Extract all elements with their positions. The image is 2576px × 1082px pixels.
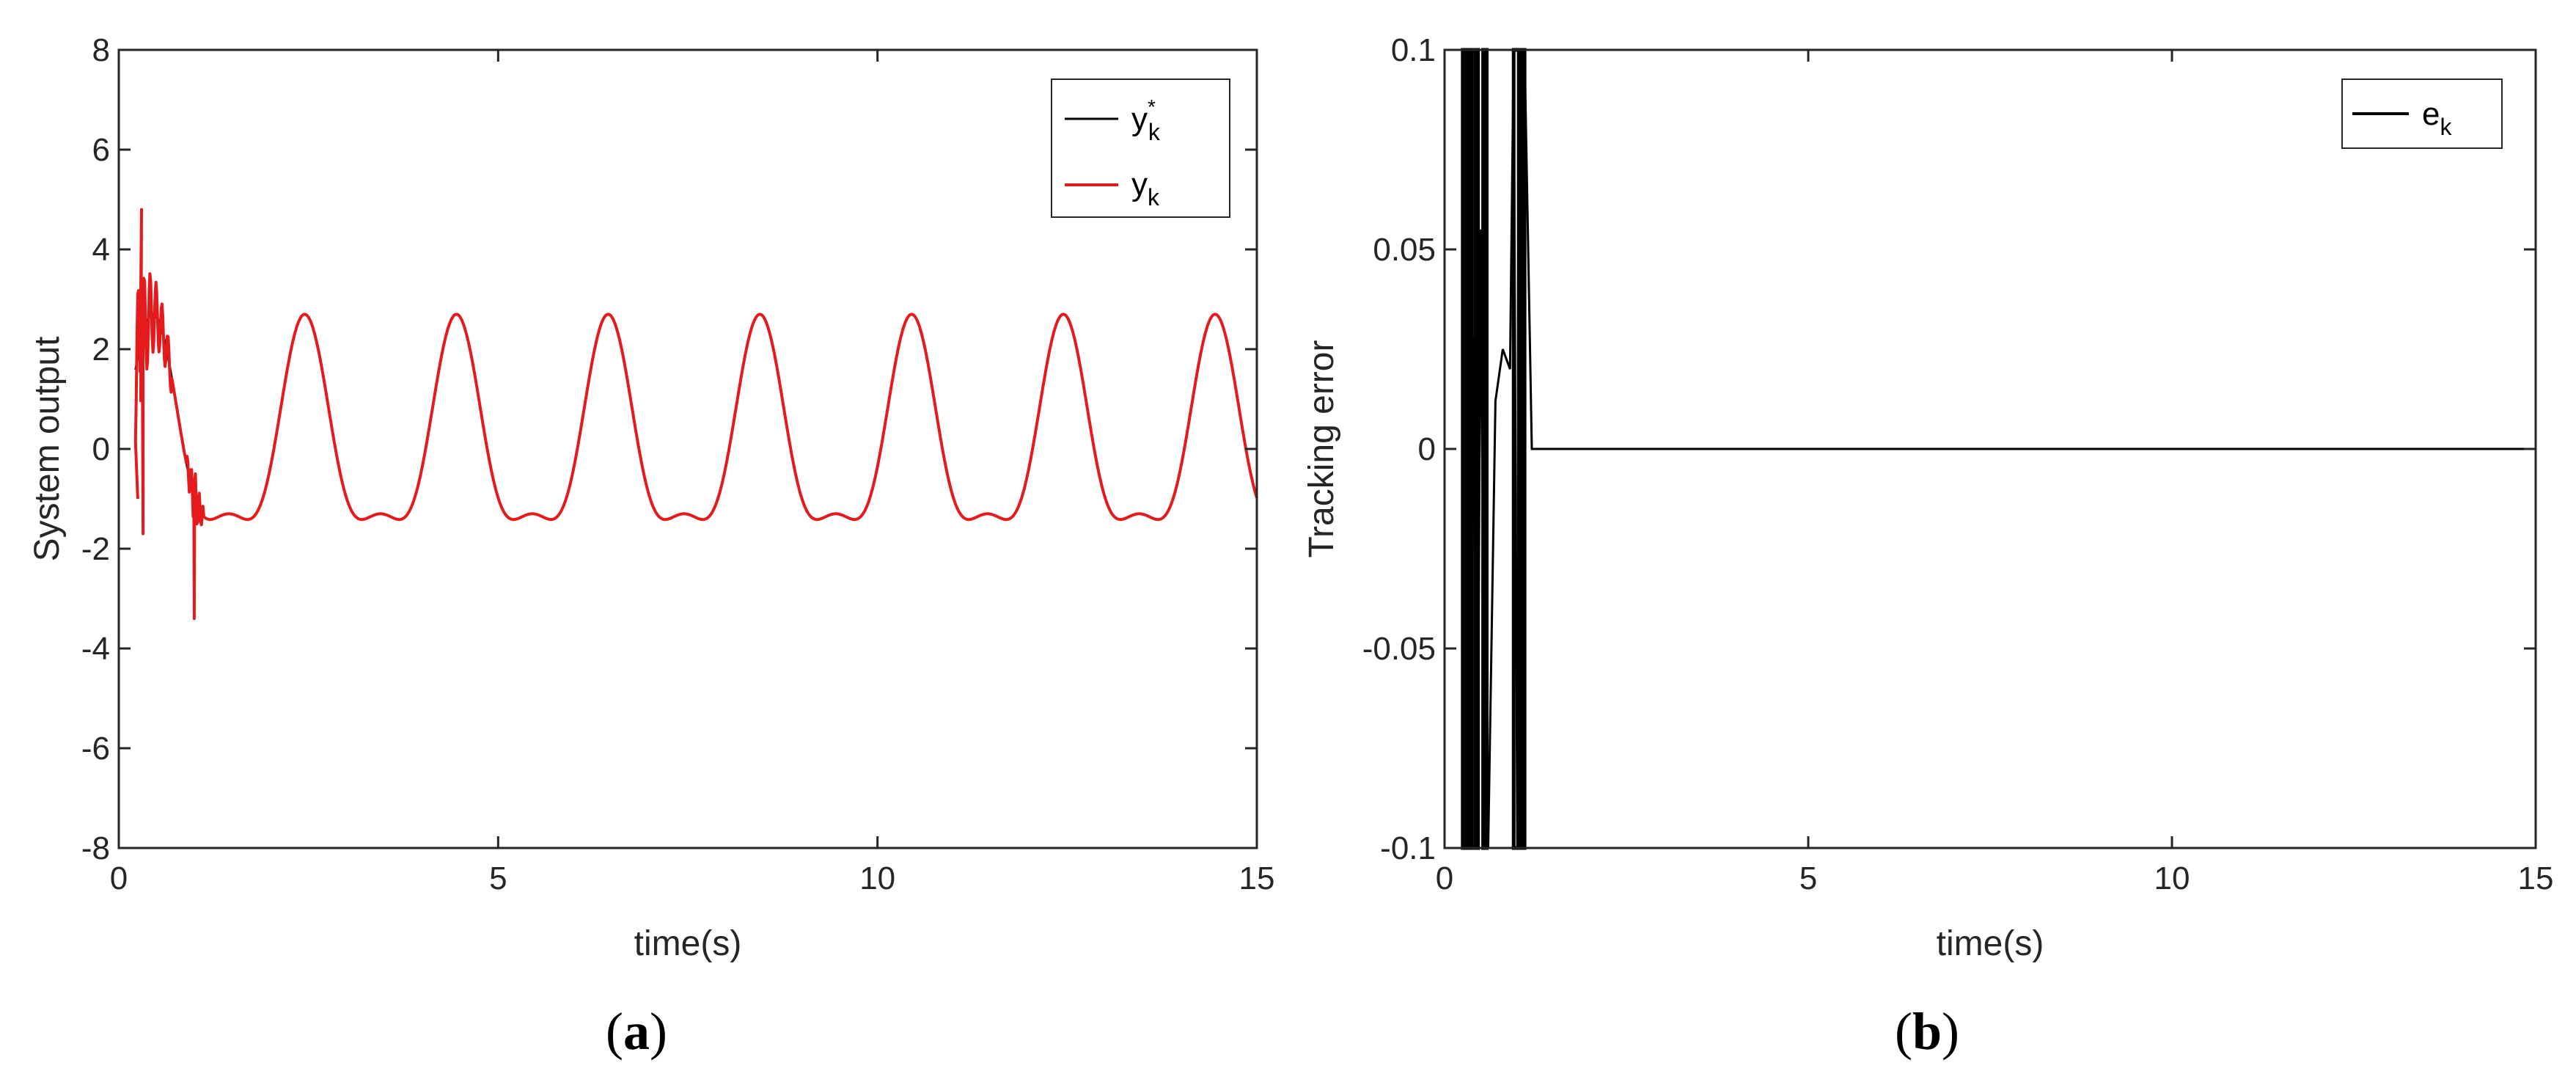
xtick-label-a-2: 10 xyxy=(859,860,895,896)
panel-label-b: (b) xyxy=(1895,1002,1959,1061)
series-group-a xyxy=(133,208,1258,621)
legend-box-a xyxy=(1051,78,1230,218)
ytick-label-a-0: 8 xyxy=(92,32,110,68)
xtick-label-a-0: 0 xyxy=(110,860,128,896)
xlabel-a: time(s) xyxy=(634,924,742,963)
ytick-label-a-1: 6 xyxy=(92,132,110,168)
ytick-label-a-4: 0 xyxy=(92,431,110,467)
ytick-label-b-2: 0 xyxy=(1418,431,1436,467)
legend-label-ek: ek xyxy=(2422,96,2452,140)
ylabel-a: System output xyxy=(28,337,67,562)
ytick-label-b-1: 0.05 xyxy=(1373,232,1436,268)
panel-label-a: (a) xyxy=(606,1002,667,1061)
ytick-label-b-3: -0.05 xyxy=(1362,631,1436,667)
legend-label-yref-base: y xyxy=(1131,101,1148,137)
ylabel-b: Tracking error xyxy=(1302,340,1341,558)
legend-label-yk-sub: k xyxy=(1148,184,1160,211)
ticks-a: 0 5 10 15 8 6 4 2 0 -2 -4 -6 -8 xyxy=(81,32,1275,896)
xtick-label-a-3: 15 xyxy=(1239,860,1275,896)
ytick-label-b-4: -0.1 xyxy=(1380,830,1436,866)
ytick-label-a-3: 2 xyxy=(92,332,110,368)
series-line-yk xyxy=(133,208,1258,621)
legend-label-ek-sub: k xyxy=(2440,114,2452,140)
legend-b: ek xyxy=(2341,78,2503,149)
ytick-label-a-6: -4 xyxy=(81,631,110,667)
ytick-label-a-8: -8 xyxy=(81,830,110,866)
panel-letter-a: a xyxy=(623,1002,650,1061)
legend-label-yref-sub: k xyxy=(1148,119,1161,145)
xlabel-b: time(s) xyxy=(1937,924,2044,963)
xtick-label-b-2: 10 xyxy=(2154,860,2190,896)
ytick-label-a-2: 4 xyxy=(92,232,110,268)
ticks-b: 0 5 10 15 0.1 0.05 0 -0.05 -0.1 xyxy=(1362,32,2554,896)
xtick-label-b-1: 5 xyxy=(1799,860,1817,896)
panel-b: 0 5 10 15 0.1 0.05 0 -0.05 -0.1 ek time(s) Track… xyxy=(1302,32,2553,1061)
legend-label-yk-base: y xyxy=(1131,167,1148,202)
legend-label-yref: y* k xyxy=(1131,95,1161,145)
panel-letter-b: b xyxy=(1912,1002,1942,1061)
legend-label-ek-base: e xyxy=(2422,96,2440,132)
ytick-label-b-0: 0.1 xyxy=(1391,32,1436,68)
ytick-label-a-7: -6 xyxy=(81,731,110,767)
xtick-label-b-3: 15 xyxy=(2518,860,2554,896)
legend-label-yk: yk xyxy=(1131,167,1160,211)
legend-a: y* k yk xyxy=(1051,78,1230,218)
ytick-label-a-5: -2 xyxy=(81,531,110,567)
xtick-label-b-0: 0 xyxy=(1436,860,1453,896)
legend-label-yref-sup: * xyxy=(1148,95,1156,118)
xtick-label-a-1: 5 xyxy=(489,860,507,896)
